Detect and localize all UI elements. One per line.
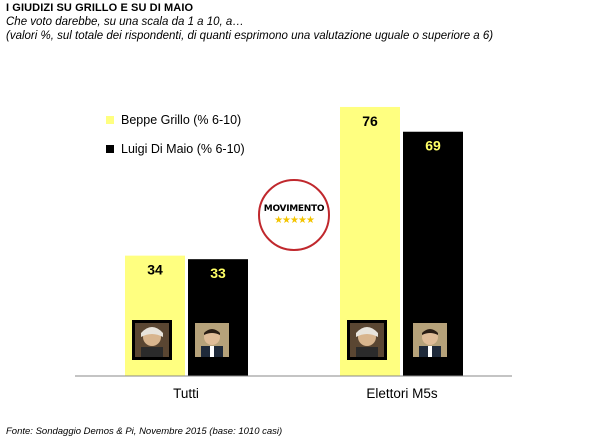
category-label-tutti: Tutti: [173, 386, 199, 401]
movimento-logo: MOVIMENTO ★★★★★: [258, 179, 330, 251]
data-label-dimaio-tutti: 33: [210, 265, 226, 281]
grillo-photo-tutti: [132, 320, 172, 360]
subtitle-line-1: Che voto darebbe, su una scala da 1 a 10…: [6, 16, 244, 28]
subtitle-line-2: (valori %, sul totale dei rispondenti, d…: [6, 29, 494, 42]
legend-swatch-dimaio: [106, 145, 114, 153]
dimaio-photo-m5s: [410, 320, 450, 360]
chart-subtitle: Che voto darebbe, su una scala da 1 a 10…: [6, 16, 496, 43]
logo-stars-icon: ★★★★★: [274, 215, 315, 226]
dimaio-photo-tutti: [192, 320, 232, 360]
legend-label-dimaio: Luigi Di Maio (% 6-10): [121, 142, 245, 156]
legend-item-dimaio: Luigi Di Maio (% 6-10): [106, 142, 245, 156]
data-label-grillo-m5s: 76: [362, 113, 378, 129]
legend-label-grillo: Beppe Grillo (% 6-10): [121, 113, 242, 127]
grillo-photo-m5s: [347, 320, 387, 360]
data-label-grillo-tutti: 34: [147, 262, 163, 278]
chart-title: I GIUDIZI SU GRILLO E SU DI MAIO: [6, 2, 194, 14]
logo-text: MOVIMENTO: [263, 204, 325, 214]
category-label-m5s: Elettori M5s: [366, 386, 438, 401]
data-label-dimaio-m5s: 69: [425, 138, 441, 154]
legend-item-grillo: Beppe Grillo (% 6-10): [106, 113, 241, 127]
legend-swatch-grillo: [106, 116, 114, 124]
source-note: Fonte: Sondaggio Demos & Pi, Novembre 20…: [6, 426, 283, 437]
